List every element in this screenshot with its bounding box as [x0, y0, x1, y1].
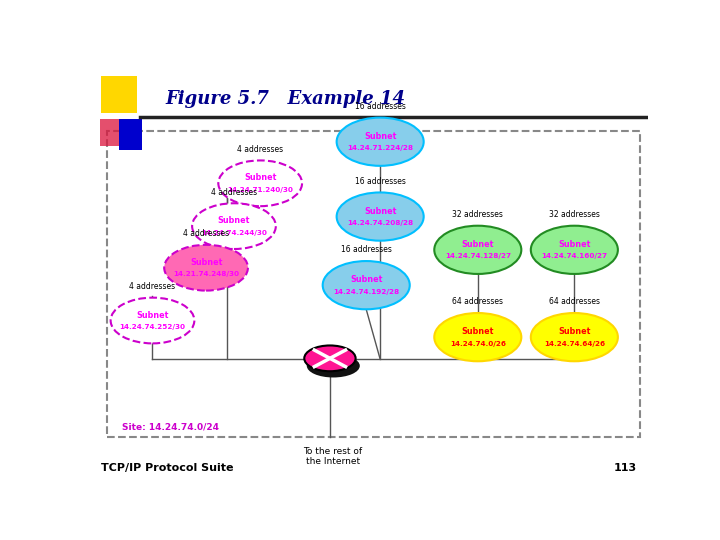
- Text: 4 addresses: 4 addresses: [237, 145, 283, 154]
- Text: Figure 5.7   Example 14: Figure 5.7 Example 14: [166, 90, 405, 108]
- Ellipse shape: [531, 313, 618, 361]
- Text: 32 addresses: 32 addresses: [452, 210, 503, 219]
- Text: Subnet: Subnet: [217, 216, 250, 225]
- Text: Site: 14.24.74.0/24: Site: 14.24.74.0/24: [122, 423, 220, 432]
- Text: 14.24.74.160/27: 14.24.74.160/27: [541, 253, 608, 260]
- Ellipse shape: [323, 261, 410, 309]
- FancyBboxPatch shape: [100, 119, 127, 146]
- Text: 32 addresses: 32 addresses: [549, 210, 600, 219]
- Ellipse shape: [434, 226, 521, 274]
- Text: TCP/IP Protocol Suite: TCP/IP Protocol Suite: [101, 463, 234, 473]
- FancyBboxPatch shape: [119, 119, 143, 150]
- Text: Subnet: Subnet: [462, 327, 494, 336]
- Text: Subnet: Subnet: [350, 275, 382, 284]
- Text: 16 addresses: 16 addresses: [355, 102, 405, 111]
- FancyBboxPatch shape: [107, 131, 639, 437]
- Text: 4 addresses: 4 addresses: [130, 282, 176, 291]
- Text: 14.24.74.244/30: 14.24.74.244/30: [201, 230, 267, 236]
- Text: 4 addresses: 4 addresses: [183, 229, 229, 238]
- Text: Subnet: Subnet: [244, 173, 276, 183]
- Text: Subnet: Subnet: [558, 327, 590, 336]
- Text: Subnet: Subnet: [558, 240, 590, 249]
- Ellipse shape: [218, 160, 302, 206]
- Text: 14.21.74.248/30: 14.21.74.248/30: [173, 272, 239, 278]
- Text: 14.24.71.240/30: 14.24.71.240/30: [228, 187, 293, 193]
- Text: 14.24.74.252/30: 14.24.74.252/30: [120, 324, 186, 330]
- Text: To the rest of
the Internet: To the rest of the Internet: [303, 447, 362, 466]
- Text: 64 addresses: 64 addresses: [549, 298, 600, 306]
- Text: 14.24.74.192/28: 14.24.74.192/28: [333, 289, 400, 295]
- Text: Subnet: Subnet: [136, 310, 168, 320]
- Text: 14.24.74.0/26: 14.24.74.0/26: [450, 341, 506, 347]
- Text: 16 addresses: 16 addresses: [355, 177, 405, 186]
- Text: 14.24.71.224/28: 14.24.71.224/28: [347, 145, 413, 151]
- Ellipse shape: [164, 245, 248, 291]
- Text: 4 addresses: 4 addresses: [211, 187, 257, 197]
- Text: Subnet: Subnet: [364, 132, 396, 141]
- Ellipse shape: [111, 298, 194, 343]
- Ellipse shape: [434, 313, 521, 361]
- Ellipse shape: [305, 346, 356, 371]
- Text: 16 addresses: 16 addresses: [341, 245, 392, 254]
- Text: 14.24.74.128/27: 14.24.74.128/27: [445, 253, 510, 260]
- Text: 64 addresses: 64 addresses: [452, 298, 503, 306]
- Ellipse shape: [192, 203, 276, 249]
- Text: 113: 113: [613, 463, 637, 473]
- Text: Subnet: Subnet: [364, 207, 396, 215]
- Text: 14.24.74.208/28: 14.24.74.208/28: [347, 220, 413, 226]
- Text: Subnet: Subnet: [190, 258, 222, 267]
- Text: 14.24.74.64/26: 14.24.74.64/26: [544, 341, 605, 347]
- Ellipse shape: [307, 354, 360, 377]
- Ellipse shape: [337, 192, 423, 241]
- FancyBboxPatch shape: [101, 76, 138, 113]
- Text: Subnet: Subnet: [462, 240, 494, 249]
- Ellipse shape: [531, 226, 618, 274]
- Ellipse shape: [337, 118, 423, 166]
